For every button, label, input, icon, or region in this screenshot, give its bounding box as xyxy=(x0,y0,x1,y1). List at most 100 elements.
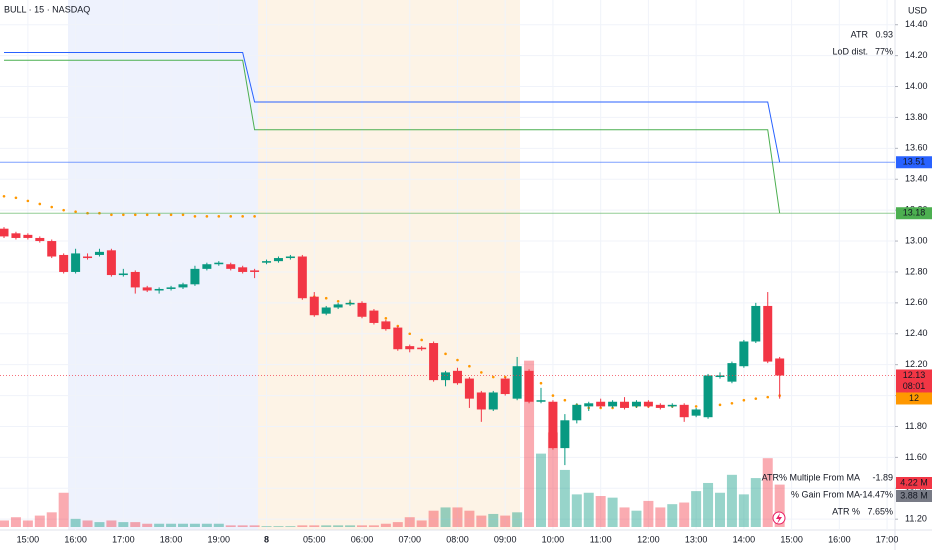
candle-body xyxy=(524,370,534,402)
y-tick-label: 11.20 xyxy=(905,514,927,524)
candle-body xyxy=(154,288,164,291)
volume-ma-tag: 3.88 M xyxy=(900,490,928,500)
indicator-dot xyxy=(539,381,543,385)
candle-body xyxy=(739,341,749,367)
y-tick-label: 12.60 xyxy=(905,297,928,307)
volume-bar xyxy=(476,515,487,527)
candle-body xyxy=(118,273,128,276)
candle-body xyxy=(0,228,9,237)
indicator-dot xyxy=(563,398,567,402)
x-tick-label: 12:00 xyxy=(637,534,660,544)
indicator-dot xyxy=(253,215,256,218)
indicator-dot xyxy=(480,371,483,374)
candle-body xyxy=(23,234,33,238)
volume-bar xyxy=(154,523,165,527)
x-tick-label: 13:00 xyxy=(685,534,708,544)
countdown: 08:01 xyxy=(903,381,926,391)
info-value: 77% xyxy=(875,46,893,56)
level-line xyxy=(4,59,781,214)
indicator-dot xyxy=(611,406,614,410)
last-price: 12.13 xyxy=(903,370,926,380)
indicator-dot xyxy=(26,199,30,203)
candle-body xyxy=(500,378,510,395)
y-tick-label: 12.20 xyxy=(905,359,928,369)
x-tick-label: 18:00 xyxy=(160,534,183,544)
candle-body xyxy=(429,343,439,381)
indicator-dot xyxy=(766,395,770,399)
x-tick-label: 07:00 xyxy=(398,534,421,544)
info-value: 0.93 xyxy=(875,29,893,39)
indicator-dot xyxy=(62,208,65,212)
candle-body xyxy=(130,271,140,288)
candle-body xyxy=(47,241,57,257)
candle-body xyxy=(214,262,224,265)
price-tag-bg xyxy=(896,207,932,220)
candle-body xyxy=(83,256,93,259)
indicator-dot xyxy=(122,213,125,217)
x-tick-label: 8 xyxy=(264,534,269,544)
candle-body xyxy=(285,256,295,259)
candle-body xyxy=(262,261,272,263)
candle-body xyxy=(679,404,689,418)
price-tag: 13.51 xyxy=(903,157,926,167)
info-name: ATR % xyxy=(832,506,860,516)
indicator-dot xyxy=(324,296,328,300)
volume-bar xyxy=(94,522,105,527)
indicator-dot xyxy=(599,406,602,410)
volume-bar xyxy=(571,494,582,527)
currency: USD xyxy=(908,5,928,15)
candle-body xyxy=(333,304,343,308)
info-name: LoD dist. xyxy=(832,46,868,56)
candle-body xyxy=(393,327,403,350)
candle-body xyxy=(763,305,773,362)
volume-bar xyxy=(368,525,379,527)
volume-bar xyxy=(380,523,391,527)
volume-bar xyxy=(46,512,57,527)
volume-bar xyxy=(58,492,69,527)
candle-body xyxy=(727,363,737,382)
candle-body xyxy=(452,370,462,384)
volume-bar xyxy=(715,492,725,527)
indicator-dot xyxy=(718,403,722,407)
indicator-dot xyxy=(420,338,423,342)
y-tick-label: 13.60 xyxy=(905,143,928,153)
indicator-dot xyxy=(50,205,54,209)
candle-body xyxy=(59,254,69,272)
volume-bar xyxy=(10,517,21,527)
x-tick-label: 17:00 xyxy=(876,534,899,544)
candle-body xyxy=(273,258,283,262)
volume-bar xyxy=(285,526,296,527)
price-tag: 13.18 xyxy=(903,208,926,218)
volume-bar xyxy=(333,525,344,527)
volume-bar xyxy=(488,513,499,527)
volume-bar xyxy=(631,510,642,527)
candle-body xyxy=(94,251,104,255)
session-band xyxy=(258,0,520,530)
info-value: -14.47% xyxy=(859,489,893,499)
volume-bar xyxy=(452,507,463,527)
volume-bar xyxy=(595,496,606,527)
volume-tag-bg xyxy=(896,477,932,489)
candle-body xyxy=(584,403,594,407)
volume-bar xyxy=(619,507,630,527)
info-name: ATR% Multiple From MA xyxy=(762,472,860,482)
candle-body xyxy=(106,250,116,276)
candle-body xyxy=(476,392,486,410)
candle-body xyxy=(655,404,665,408)
info-name: ATR xyxy=(851,29,869,39)
candle-body xyxy=(202,264,212,269)
volume-bar xyxy=(166,523,177,527)
info-value: 7.65% xyxy=(867,506,893,516)
candle-body xyxy=(71,253,81,272)
y-tick-label: 11.60 xyxy=(905,452,927,462)
candle-body xyxy=(715,375,725,378)
candle-body xyxy=(345,302,355,305)
volume-bar xyxy=(213,523,224,527)
indicator-dot xyxy=(241,215,244,218)
volume-bar xyxy=(524,360,535,527)
indicator-dot xyxy=(754,397,758,400)
volume-bar xyxy=(607,497,618,527)
volume-bar xyxy=(583,492,594,527)
y-tick-label: 13.40 xyxy=(905,174,928,184)
